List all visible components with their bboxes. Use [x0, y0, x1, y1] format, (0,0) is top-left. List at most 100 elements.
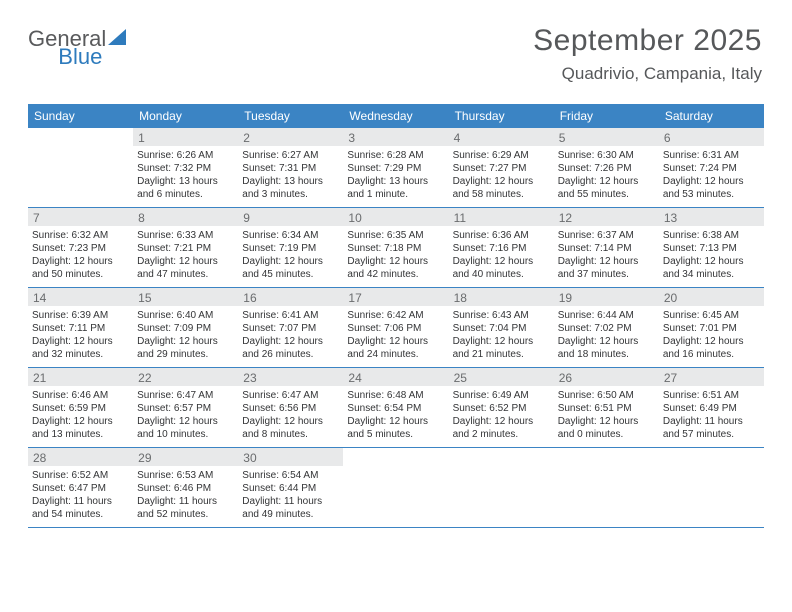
page-subtitle: Quadrivio, Campania, Italy	[533, 64, 762, 84]
sunrise-text: Sunrise: 6:36 AM	[453, 229, 550, 242]
day-number: 2	[238, 128, 343, 146]
sunrise-text: Sunrise: 6:28 AM	[347, 149, 444, 162]
calendar-cell: 18Sunrise: 6:43 AMSunset: 7:04 PMDayligh…	[449, 288, 554, 367]
calendar-cell: 11Sunrise: 6:36 AMSunset: 7:16 PMDayligh…	[449, 208, 554, 287]
sunrise-text: Sunrise: 6:41 AM	[242, 309, 339, 322]
day-number: 8	[133, 208, 238, 226]
calendar-cell: 8Sunrise: 6:33 AMSunset: 7:21 PMDaylight…	[133, 208, 238, 287]
calendar-cell: 22Sunrise: 6:47 AMSunset: 6:57 PMDayligh…	[133, 368, 238, 447]
daylight-text: Daylight: 12 hours and 34 minutes.	[663, 255, 760, 281]
daylight-text: Daylight: 12 hours and 16 minutes.	[663, 335, 760, 361]
calendar-week: 7Sunrise: 6:32 AMSunset: 7:23 PMDaylight…	[28, 208, 764, 288]
day-number: 25	[449, 368, 554, 386]
logo-text-blue: Blue	[58, 44, 102, 70]
sunrise-text: Sunrise: 6:52 AM	[32, 469, 129, 482]
sunset-text: Sunset: 6:44 PM	[242, 482, 339, 495]
calendar-cell: 15Sunrise: 6:40 AMSunset: 7:09 PMDayligh…	[133, 288, 238, 367]
day-details: Sunrise: 6:38 AMSunset: 7:13 PMDaylight:…	[659, 226, 764, 287]
sunset-text: Sunset: 7:14 PM	[558, 242, 655, 255]
day-number: 20	[659, 288, 764, 306]
calendar-cell: 21Sunrise: 6:46 AMSunset: 6:59 PMDayligh…	[28, 368, 133, 447]
calendar-cell: 2Sunrise: 6:27 AMSunset: 7:31 PMDaylight…	[238, 128, 343, 207]
daylight-text: Daylight: 12 hours and 26 minutes.	[242, 335, 339, 361]
day-number: 11	[449, 208, 554, 226]
day-details: Sunrise: 6:35 AMSunset: 7:18 PMDaylight:…	[343, 226, 448, 287]
sunrise-text: Sunrise: 6:46 AM	[32, 389, 129, 402]
day-details: Sunrise: 6:42 AMSunset: 7:06 PMDaylight:…	[343, 306, 448, 367]
sunset-text: Sunset: 7:01 PM	[663, 322, 760, 335]
day-details: Sunrise: 6:43 AMSunset: 7:04 PMDaylight:…	[449, 306, 554, 367]
calendar-cell: 16Sunrise: 6:41 AMSunset: 7:07 PMDayligh…	[238, 288, 343, 367]
day-number: 21	[28, 368, 133, 386]
day-details: Sunrise: 6:53 AMSunset: 6:46 PMDaylight:…	[133, 466, 238, 527]
day-number: 17	[343, 288, 448, 306]
calendar-cell	[659, 448, 764, 527]
sunrise-text: Sunrise: 6:53 AM	[137, 469, 234, 482]
sunset-text: Sunset: 7:19 PM	[242, 242, 339, 255]
day-details: Sunrise: 6:26 AMSunset: 7:32 PMDaylight:…	[133, 146, 238, 207]
sunset-text: Sunset: 6:54 PM	[347, 402, 444, 415]
daylight-text: Daylight: 12 hours and 37 minutes.	[558, 255, 655, 281]
daylight-text: Daylight: 12 hours and 53 minutes.	[663, 175, 760, 201]
day-number: 30	[238, 448, 343, 466]
daylight-text: Daylight: 12 hours and 24 minutes.	[347, 335, 444, 361]
calendar-cell	[554, 448, 659, 527]
daylight-text: Daylight: 12 hours and 21 minutes.	[453, 335, 550, 361]
day-details: Sunrise: 6:36 AMSunset: 7:16 PMDaylight:…	[449, 226, 554, 287]
daylight-text: Daylight: 12 hours and 13 minutes.	[32, 415, 129, 441]
day-details: Sunrise: 6:49 AMSunset: 6:52 PMDaylight:…	[449, 386, 554, 447]
daylight-text: Daylight: 12 hours and 58 minutes.	[453, 175, 550, 201]
day-header-sunday: Sunday	[28, 104, 133, 128]
day-details: Sunrise: 6:29 AMSunset: 7:27 PMDaylight:…	[449, 146, 554, 207]
day-number: 19	[554, 288, 659, 306]
day-details: Sunrise: 6:33 AMSunset: 7:21 PMDaylight:…	[133, 226, 238, 287]
sunrise-text: Sunrise: 6:50 AM	[558, 389, 655, 402]
sunset-text: Sunset: 6:47 PM	[32, 482, 129, 495]
sunrise-text: Sunrise: 6:39 AM	[32, 309, 129, 322]
day-number: 5	[554, 128, 659, 146]
sunset-text: Sunset: 6:49 PM	[663, 402, 760, 415]
day-number: 3	[343, 128, 448, 146]
day-details: Sunrise: 6:31 AMSunset: 7:24 PMDaylight:…	[659, 146, 764, 207]
daylight-text: Daylight: 11 hours and 49 minutes.	[242, 495, 339, 521]
day-details: Sunrise: 6:40 AMSunset: 7:09 PMDaylight:…	[133, 306, 238, 367]
calendar-cell: 24Sunrise: 6:48 AMSunset: 6:54 PMDayligh…	[343, 368, 448, 447]
sunrise-text: Sunrise: 6:42 AM	[347, 309, 444, 322]
calendar-week: 21Sunrise: 6:46 AMSunset: 6:59 PMDayligh…	[28, 368, 764, 448]
day-details: Sunrise: 6:50 AMSunset: 6:51 PMDaylight:…	[554, 386, 659, 447]
sunrise-text: Sunrise: 6:32 AM	[32, 229, 129, 242]
daylight-text: Daylight: 12 hours and 18 minutes.	[558, 335, 655, 361]
day-number: 26	[554, 368, 659, 386]
day-number	[659, 448, 764, 466]
day-details: Sunrise: 6:32 AMSunset: 7:23 PMDaylight:…	[28, 226, 133, 287]
calendar-cell: 30Sunrise: 6:54 AMSunset: 6:44 PMDayligh…	[238, 448, 343, 527]
calendar-cell: 6Sunrise: 6:31 AMSunset: 7:24 PMDaylight…	[659, 128, 764, 207]
sunrise-text: Sunrise: 6:26 AM	[137, 149, 234, 162]
sunrise-text: Sunrise: 6:45 AM	[663, 309, 760, 322]
sunset-text: Sunset: 6:51 PM	[558, 402, 655, 415]
day-details: Sunrise: 6:28 AMSunset: 7:29 PMDaylight:…	[343, 146, 448, 207]
sunset-text: Sunset: 7:24 PM	[663, 162, 760, 175]
daylight-text: Daylight: 11 hours and 57 minutes.	[663, 415, 760, 441]
day-details: Sunrise: 6:47 AMSunset: 6:56 PMDaylight:…	[238, 386, 343, 447]
day-number: 23	[238, 368, 343, 386]
daylight-text: Daylight: 12 hours and 42 minutes.	[347, 255, 444, 281]
calendar-cell: 27Sunrise: 6:51 AMSunset: 6:49 PMDayligh…	[659, 368, 764, 447]
day-details: Sunrise: 6:46 AMSunset: 6:59 PMDaylight:…	[28, 386, 133, 447]
day-details: Sunrise: 6:41 AMSunset: 7:07 PMDaylight:…	[238, 306, 343, 367]
day-number	[449, 448, 554, 466]
day-header-saturday: Saturday	[659, 104, 764, 128]
sunset-text: Sunset: 7:02 PM	[558, 322, 655, 335]
day-details: Sunrise: 6:51 AMSunset: 6:49 PMDaylight:…	[659, 386, 764, 447]
sunset-text: Sunset: 6:52 PM	[453, 402, 550, 415]
sunrise-text: Sunrise: 6:31 AM	[663, 149, 760, 162]
sunrise-text: Sunrise: 6:44 AM	[558, 309, 655, 322]
day-number: 27	[659, 368, 764, 386]
day-details: Sunrise: 6:30 AMSunset: 7:26 PMDaylight:…	[554, 146, 659, 207]
calendar-cell: 9Sunrise: 6:34 AMSunset: 7:19 PMDaylight…	[238, 208, 343, 287]
day-details: Sunrise: 6:27 AMSunset: 7:31 PMDaylight:…	[238, 146, 343, 207]
day-details: Sunrise: 6:37 AMSunset: 7:14 PMDaylight:…	[554, 226, 659, 287]
day-details: Sunrise: 6:47 AMSunset: 6:57 PMDaylight:…	[133, 386, 238, 447]
sunset-text: Sunset: 7:11 PM	[32, 322, 129, 335]
day-header-tuesday: Tuesday	[238, 104, 343, 128]
